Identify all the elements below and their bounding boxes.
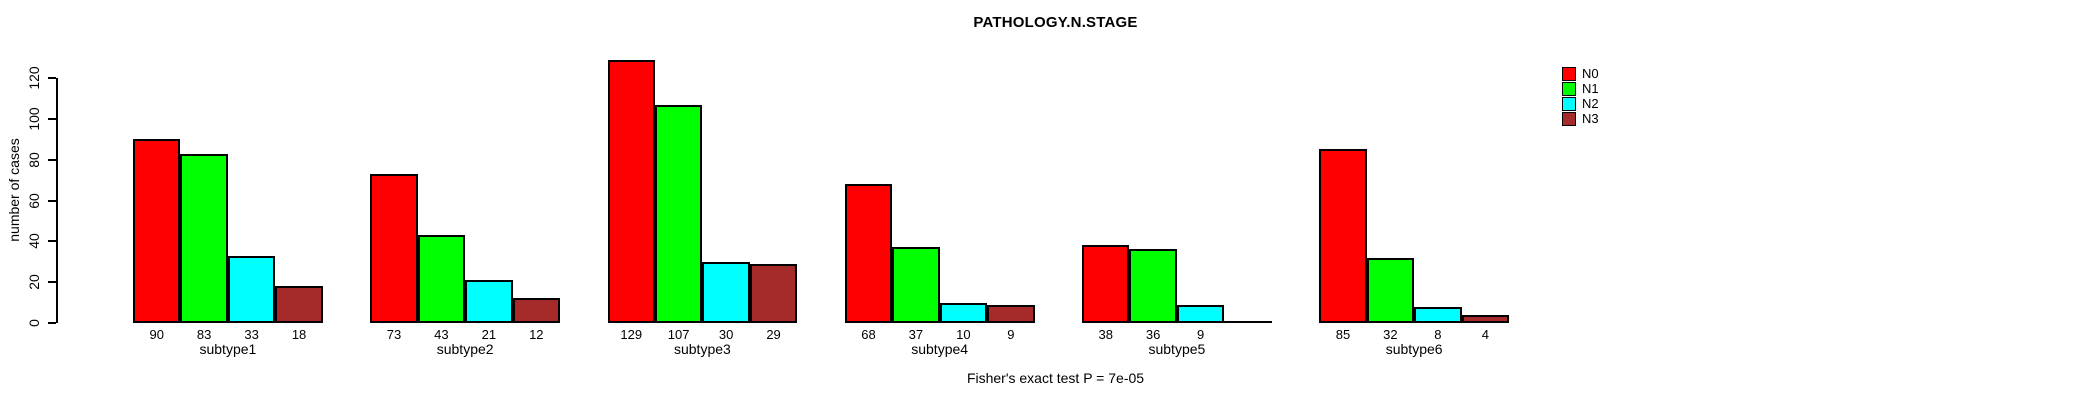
x-category-label: subtype1 <box>199 341 257 357</box>
bar-value-label: 8 <box>1434 327 1442 342</box>
bar-value-label: 43 <box>434 327 449 342</box>
bar-value-label: 9 <box>1007 327 1015 342</box>
bar-subtype3-N3 <box>749 264 798 323</box>
legend-label: N2 <box>1582 96 1599 111</box>
y-axis-spine <box>56 78 58 323</box>
bar-value-label: 29 <box>766 327 781 342</box>
bar-value-label: 12 <box>529 327 544 342</box>
y-axis-tick <box>48 158 56 161</box>
bar-subtype1-N1 <box>180 154 228 323</box>
y-axis-tick-label: 60 <box>26 192 42 209</box>
y-axis-tick <box>48 322 56 324</box>
bar-subtype5-N2 <box>1176 305 1225 323</box>
bar-value-label: 107 <box>667 327 690 342</box>
bar-subtype6-N3 <box>1461 315 1510 323</box>
bar-subtype6-N0 <box>1319 149 1367 323</box>
bar-subtype4-N2 <box>939 303 988 323</box>
legend-item-N2: N2 <box>1562 96 1599 111</box>
annotation-caption: Fisher's exact test P = 7e-05 <box>966 370 1145 386</box>
bar-value-label: 30 <box>718 327 734 342</box>
legend-label: N1 <box>1582 81 1599 96</box>
bar-subtype2-N2 <box>465 280 513 323</box>
bar-value-label: 32 <box>1383 327 1398 342</box>
legend-label: N3 <box>1582 111 1599 126</box>
bar-subtype4-N3 <box>987 305 1035 323</box>
legend-item-N0: N0 <box>1562 66 1599 81</box>
y-axis-tick-label: 80 <box>26 151 42 168</box>
y-axis-tick <box>48 199 56 202</box>
bar-value-label: 68 <box>861 327 876 342</box>
legend-swatch-N2 <box>1562 96 1576 111</box>
x-category-label: subtype6 <box>1385 341 1443 357</box>
y-axis-label: number of cases <box>6 138 22 242</box>
bar-subtype3-N0 <box>607 60 655 323</box>
bar-value-label: 83 <box>196 327 212 342</box>
y-axis-tick <box>48 117 56 120</box>
bar-subtype1-N2 <box>227 256 276 323</box>
bar-value-label: 4 <box>1481 327 1489 342</box>
bar-subtype6-N1 <box>1366 258 1415 323</box>
x-category-label: subtype2 <box>436 341 494 357</box>
bar-subtype5-N0 <box>1082 245 1130 323</box>
y-axis-tick <box>48 281 56 284</box>
bar-subtype3-N1 <box>654 105 703 323</box>
legend-swatch-N1 <box>1562 81 1576 96</box>
bar-value-label: 85 <box>1335 327 1351 342</box>
bar-subtype6-N2 <box>1414 307 1462 323</box>
bar-subtype1-N3 <box>275 286 323 323</box>
bar-subtype1-N0 <box>133 139 181 323</box>
bar-subtype2-N3 <box>512 298 561 323</box>
legend-item-N1: N1 <box>1562 81 1599 96</box>
bar-value-label: 36 <box>1145 327 1161 342</box>
bar-value-label: 9 <box>1196 327 1205 342</box>
bar-subtype5-N1 <box>1129 249 1177 323</box>
bar-subtype3-N2 <box>702 262 750 323</box>
y-axis-tick-label: 100 <box>26 107 42 131</box>
x-category-label: subtype4 <box>911 341 969 357</box>
legend-swatch-N0 <box>1562 66 1576 81</box>
chart-title: PATHOLOGY.N.STAGE <box>973 14 1138 31</box>
bar-value-label: 90 <box>149 327 164 342</box>
x-category-label: subtype5 <box>1148 341 1206 357</box>
y-axis-tick-label: 120 <box>26 66 42 90</box>
bar-value-label: 129 <box>620 327 643 342</box>
bar-subtype4-N1 <box>892 247 940 323</box>
bar-subtype5-N3 <box>1224 321 1272 323</box>
legend-label: N0 <box>1582 66 1599 81</box>
y-axis-tick-label: 20 <box>26 274 42 290</box>
y-axis-tick <box>48 77 56 79</box>
bar-value-label: 10 <box>956 327 971 342</box>
x-category-label: subtype3 <box>673 341 731 357</box>
bar-subtype2-N1 <box>417 235 466 323</box>
bar-value-label: 73 <box>386 327 402 342</box>
bar-subtype4-N0 <box>844 184 893 323</box>
y-axis-tick-label: 0 <box>26 319 42 327</box>
bar-value-label: 21 <box>481 327 497 342</box>
bar-subtype2-N0 <box>370 174 418 323</box>
legend-item-N3: N3 <box>1562 111 1599 126</box>
y-axis-tick <box>48 240 56 243</box>
y-axis-tick-label: 40 <box>26 233 42 250</box>
bar-value-label: 18 <box>291 327 307 342</box>
bar-value-label: 38 <box>1098 327 1113 342</box>
legend-swatch-N3 <box>1562 111 1576 126</box>
bar-value-label: 33 <box>244 327 259 342</box>
legend: N0 N1 N2 N3 <box>1562 66 1599 126</box>
bar-value-label: 37 <box>908 327 924 342</box>
